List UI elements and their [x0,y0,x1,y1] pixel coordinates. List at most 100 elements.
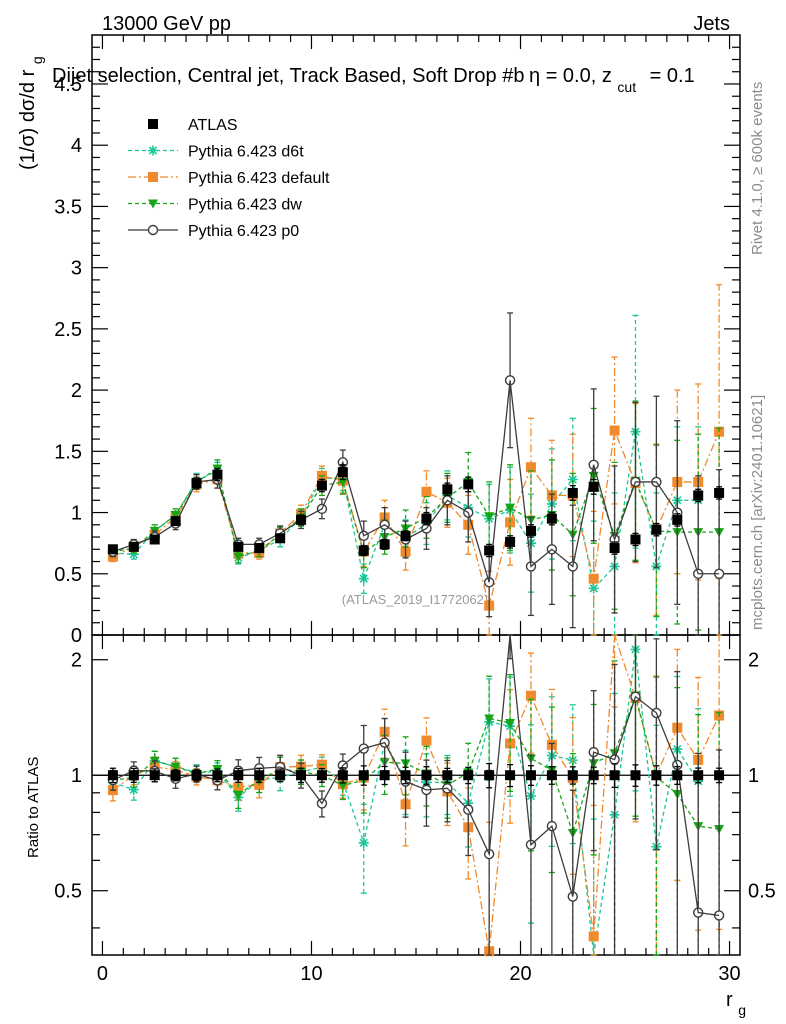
ratio-point [484,770,495,781]
legend: ATLAS Pythia 6.423 d6t Pythia 6.423 defaul… [128,117,330,240]
data-point [400,530,411,541]
data-point [275,533,286,544]
y-tick-label: 4.5 [54,74,82,96]
series-line [112,427,720,606]
data-point [358,545,369,556]
ratio-point [191,770,202,781]
y-tick-label: 0 [71,625,82,647]
mcplots-label: mcplots.cern.ch [arXiv:2401.10621] [749,395,766,630]
ratio-series-ATLAS [107,762,725,789]
data-point [567,474,578,485]
legend-label: Pythia 6.423 p0 [188,223,299,240]
ratio-axis-label: Ratio to ATLAS [25,757,42,858]
series-ATLAS [107,464,725,558]
y-tick-label: 2.5 [54,319,82,341]
data-point [421,513,432,524]
ratio-point [107,770,118,781]
ratio-point [484,714,495,724]
data-point [463,479,474,490]
data-point [379,539,390,550]
ratio-point [275,770,286,781]
ratio-point [254,770,265,781]
legend-label: ATLAS [188,117,238,134]
ratio-tick-label-right: 1 [748,765,759,787]
y-tick-label: 3 [71,258,82,280]
data-point [484,545,495,556]
plot-title-eta: η = 0.0, z [529,65,612,87]
legend-marker [148,199,158,209]
ratio-point [170,762,181,772]
x-tick-label: 0 [97,963,108,985]
ratio-point [505,718,516,728]
x-tick-label: 20 [509,963,531,985]
data-point [191,478,202,489]
ratio-point [149,770,160,781]
data-point [128,541,139,552]
ratio-point [714,770,725,781]
main-series-layer [107,284,725,636]
data-point [651,524,662,535]
y-tick-label: 3.5 [54,196,82,218]
series-line [112,431,699,590]
legend-label: Pythia 6.423 dw [188,197,302,214]
energy-label: 13000 GeV pp [102,13,231,35]
plot-title-main: Dijet selection, Central jet, Track Base… [52,65,524,87]
legend-marker [148,145,158,156]
ratio-point [463,770,474,781]
legend-item-default: Pythia 6.423 default [128,170,330,187]
y-axis-label-sub: g [29,56,45,64]
legend-item-dw: Pythia 6.423 dw [128,197,302,214]
data-point [672,514,683,525]
rivet-label: Rivet 4.1.0, ≥ 600k events [749,82,766,255]
legend-label: Pythia 6.423 default [188,170,330,187]
legend-item-ATLAS: ATLAS [148,117,238,134]
x-axis-label: r g [726,989,746,1018]
data-point [630,534,641,545]
data-point [316,480,327,491]
ratio-tick-label: 1 [71,765,82,787]
x-axis-label-sub: g [738,1002,746,1018]
data-point [693,490,704,501]
ratio-tick-label: 0.5 [54,881,82,903]
axis-ticks: 0 10 20 30 0 0.5 1 1.5 2 2.5 3 3.5 4 4.5 0.5 0.5 1 1 2 2 [54,35,776,985]
ratio-point [170,770,181,781]
ratio-point [693,770,704,781]
x-tick-label: 10 [300,963,322,985]
y-tick-label: 4 [71,135,82,157]
plot-title: Dijet selection, Central jet, Track Base… [52,65,695,97]
data-point [170,511,181,520]
ratio-tick-label-right: 0.5 [748,881,776,903]
ratio-point [651,770,662,781]
legend-marker [148,119,158,129]
ratio-point [296,770,307,781]
data-point [170,516,181,527]
data-point [337,467,348,478]
ratio-point [588,770,599,781]
ratio-series-line [112,634,720,952]
legend-marker [147,224,159,236]
y-tick-label: 0.5 [54,564,82,586]
data-point [358,573,369,584]
x-tick-label: 30 [718,963,740,985]
legend-item-p0: Pythia 6.423 p0 [128,223,299,240]
y-tick-label: 2 [71,380,82,402]
ratio-point [400,770,411,781]
ratio-point [358,770,369,781]
y-tick-label: 1 [71,503,82,525]
data-point [254,543,265,554]
y-axis-label-main: (1/σ) dσ/d r [17,69,39,170]
data-point [546,513,557,524]
x-axis-label-main: r [726,989,733,1011]
data-point [149,534,160,545]
legend-marker [148,172,158,182]
data-point [609,543,620,554]
ratio-series-line [112,649,699,956]
ratio-tick-label: 2 [71,650,82,672]
ratio-point [630,770,641,781]
ratio-point [546,770,557,781]
data-point [128,549,139,560]
data-point [525,525,536,536]
data-point [107,544,118,555]
ratio-series-layer [107,634,725,957]
